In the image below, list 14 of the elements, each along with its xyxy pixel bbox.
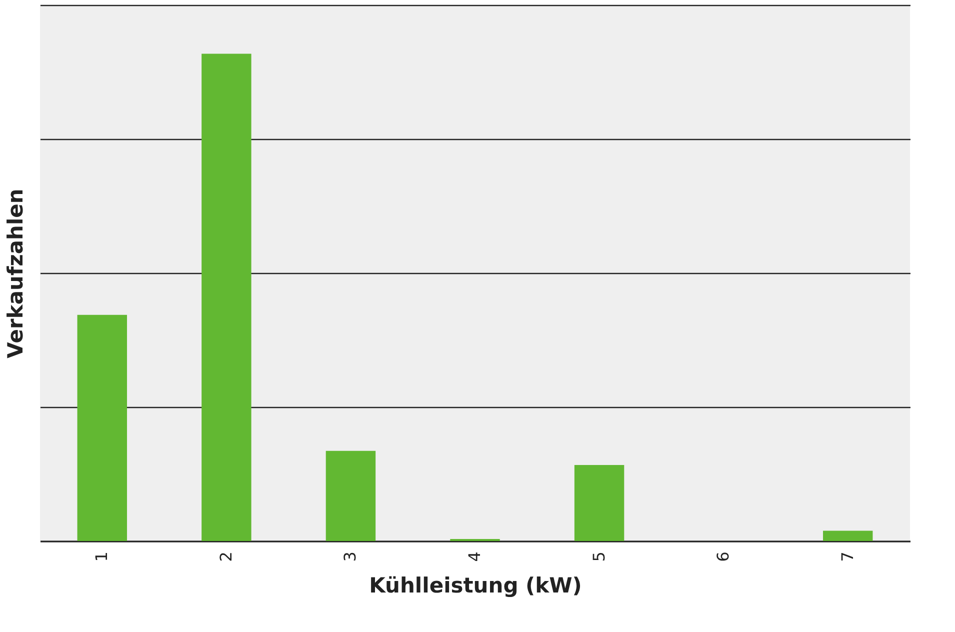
x-tick-label: 3 [340,552,360,562]
x-axis-title: Kühlleistung (kW) [369,574,582,598]
x-tick-label: 7 [838,552,857,562]
bar [574,464,624,541]
bar [202,54,252,541]
x-tick-label: 4 [465,552,484,562]
x-tick-label: 5 [589,552,608,562]
bar [823,530,873,541]
bar [326,450,376,541]
x-tick-label: 6 [714,552,733,562]
x-tick-label: 2 [216,552,236,562]
bar [77,314,127,541]
x-tick-label: 1 [92,552,112,562]
y-axis-title: Verkaufzahlen [4,188,28,358]
